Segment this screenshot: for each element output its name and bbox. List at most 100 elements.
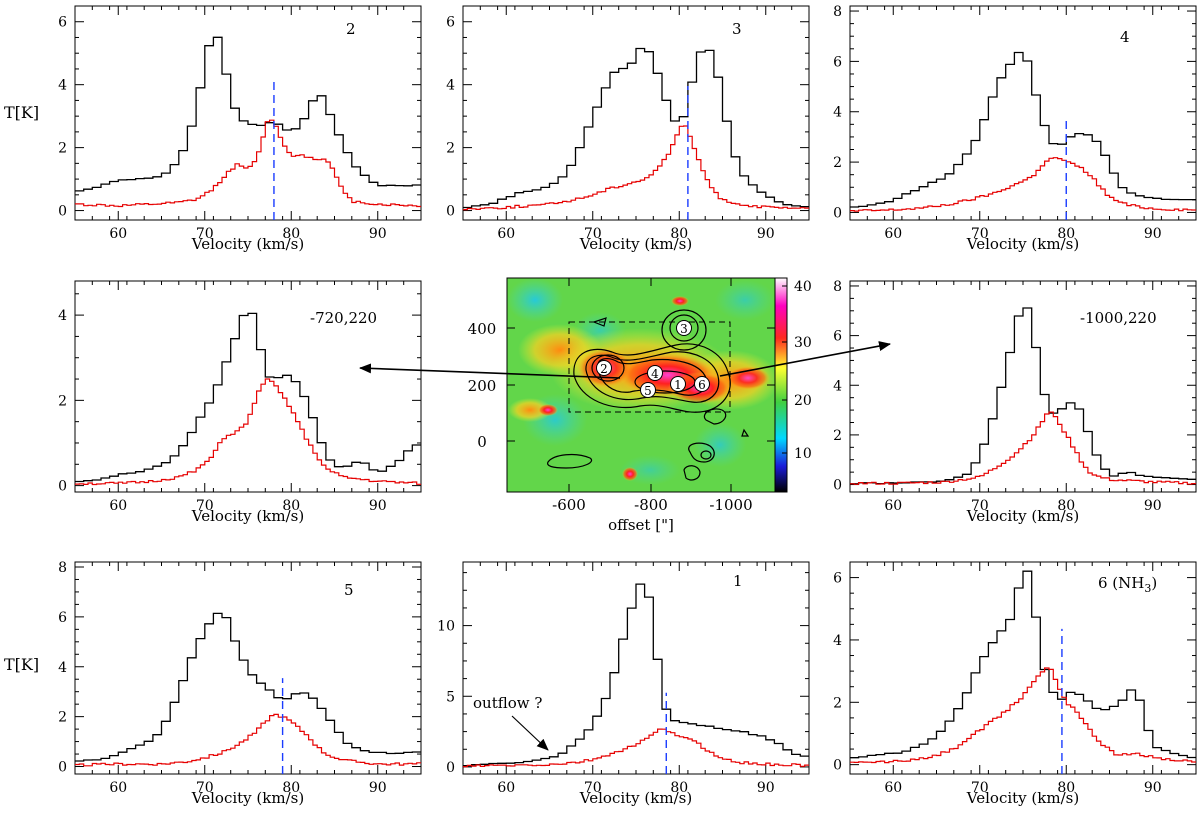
colorbar-tick-40: 40	[794, 279, 812, 295]
clump-marker-1: 1	[670, 376, 686, 392]
x-tick-label: 70	[196, 226, 214, 242]
x-axis-label: Velocity (km/s)	[579, 789, 692, 807]
x-axis-label: Velocity (km/s)	[191, 507, 304, 525]
x-tick-label: 60	[884, 498, 902, 514]
spectrum-panel-2: 2 Velocity (km/s) 60 70 80 90 0 2 4 6	[58, 5, 422, 253]
clump-marker-2: 2	[596, 360, 612, 376]
panel-label: 5	[344, 581, 354, 599]
panel-label: 6 (NH3)	[1098, 574, 1157, 595]
y-tick-label: 2	[833, 695, 842, 711]
map-ytick-200: 200	[468, 377, 497, 395]
y-tick-label: 4	[833, 633, 842, 649]
y-tick-label: 2	[58, 710, 67, 726]
panel-label: 2	[346, 20, 356, 38]
spectrum-panel-3: 3 Velocity (km/s) 60 70 80 90 0 2 4 6	[446, 5, 810, 253]
series-black	[463, 47, 809, 209]
y-tick-label: 4	[446, 78, 455, 94]
x-tick-label: 90	[1144, 498, 1162, 514]
x-tick-label: 90	[369, 780, 387, 796]
map-xtick-600: -600	[552, 496, 586, 514]
intensity-map-panel: 1 2 3 4 5 6	[468, 277, 812, 534]
clump-marker-3: 3	[676, 320, 692, 336]
x-axis-label: Velocity (km/s)	[579, 235, 692, 253]
x-axis-label: Velocity (km/s)	[191, 789, 304, 807]
series-black	[850, 307, 1196, 485]
y-tick-label: 0	[58, 204, 67, 220]
colorbar-tick-30: 30	[794, 335, 812, 351]
clump-label-2: 2	[600, 362, 608, 376]
plot-frame	[849, 5, 1197, 221]
x-tick-label: 80	[1057, 780, 1075, 796]
y-tick-label: 6	[833, 329, 842, 345]
x-tick-label: 80	[282, 780, 300, 796]
x-tick-label: 70	[196, 498, 214, 514]
x-tick-label: 80	[670, 780, 688, 796]
x-axis-label: Velocity (km/s)	[966, 235, 1079, 253]
clump-marker-4: 4	[647, 365, 663, 381]
clump-markers: 1 2 3 4 5 6	[596, 320, 710, 398]
colorbar-tick-10: 10	[794, 446, 812, 462]
y-tick-label: 0	[833, 205, 842, 221]
y-tick-label: 6	[833, 54, 842, 70]
arrow-to-right-panel	[719, 341, 891, 377]
x-tick-label: 60	[884, 226, 902, 242]
y-tick-label: 10	[437, 619, 455, 635]
clump-label-3: 3	[680, 322, 688, 336]
y-tick-label: 6	[58, 15, 67, 31]
y-tick-label: 6	[58, 610, 67, 626]
clump-label-4: 4	[651, 367, 659, 381]
x-tick-label: 80	[282, 226, 300, 242]
y-tick-label: 2	[833, 428, 842, 444]
series-red	[850, 157, 1196, 212]
x-axis-label: Velocity (km/s)	[966, 507, 1079, 525]
x-tick-label: 70	[971, 226, 989, 242]
panel-label: 1	[733, 572, 743, 590]
y-tick-label: 2	[58, 393, 67, 409]
series-red	[463, 125, 809, 211]
plot-frame	[74, 5, 422, 221]
spectrum-panel-6-nh3: 6 (NH3) Velocity (km/s) 60 70 80 90 0 2 4 6	[833, 561, 1197, 807]
y-tick-label: 8	[833, 279, 842, 295]
panel-label: -1000,220	[1080, 309, 1157, 327]
x-tick-label: 90	[1144, 780, 1162, 796]
series-black	[75, 312, 421, 483]
y-tick-label: 6	[833, 571, 842, 587]
series-red	[463, 728, 809, 768]
y-tick-label: 4	[58, 308, 67, 324]
y-tick-label: 0	[58, 760, 67, 776]
spectrum-panel-720-220: -720,220 Velocity (km/s) 60 70 80 90 0 2 4	[58, 280, 422, 525]
y-tick-label: 0	[446, 760, 455, 776]
panel-label: 3	[732, 20, 742, 38]
map-x-ticks: -600 -800 -1000	[552, 278, 753, 514]
series-red	[850, 667, 1196, 764]
map-ytick-400: 400	[468, 320, 497, 338]
clump-label-5: 5	[644, 384, 652, 398]
outflow-annotation: outflow ?	[473, 694, 542, 712]
x-tick-label: 90	[757, 226, 775, 242]
series-black	[463, 583, 809, 767]
y-tick-label: 5	[446, 689, 455, 705]
x-tick-label: 60	[497, 226, 515, 242]
series-black	[75, 36, 421, 192]
x-tick-label: 80	[1057, 498, 1075, 514]
arrow-to-left-panel	[359, 363, 621, 379]
series-red	[75, 713, 421, 767]
spectrum-panel-1000-220: -1000,220 Velocity (km/s) 60 70 80 90 0 2 4 6 8	[833, 279, 1197, 525]
series-black	[850, 51, 1196, 208]
y-tick-label: 0	[833, 758, 842, 774]
map-x-axis-label: offset ["]	[608, 516, 674, 534]
y-tick-label: 2	[446, 141, 455, 157]
x-axis-label: Velocity (km/s)	[966, 789, 1079, 807]
y-tick-label: 0	[833, 478, 842, 494]
x-axis-label: Velocity (km/s)	[191, 235, 304, 253]
x-tick-label: 70	[971, 498, 989, 514]
y-tick-label: 6	[446, 15, 455, 31]
colorbar-ticks: 10 20 30 40	[782, 279, 812, 462]
spectrum-panel-5: 5 Velocity (km/s) 60 70 80 90 0 2 4 6 8	[58, 560, 422, 807]
clump-label-1: 1	[674, 378, 682, 392]
x-tick-label: 60	[884, 780, 902, 796]
series-black	[75, 612, 421, 762]
y-tick-label: 8	[58, 560, 67, 576]
x-tick-label: 70	[971, 780, 989, 796]
y-tick-label: 0	[58, 479, 67, 495]
